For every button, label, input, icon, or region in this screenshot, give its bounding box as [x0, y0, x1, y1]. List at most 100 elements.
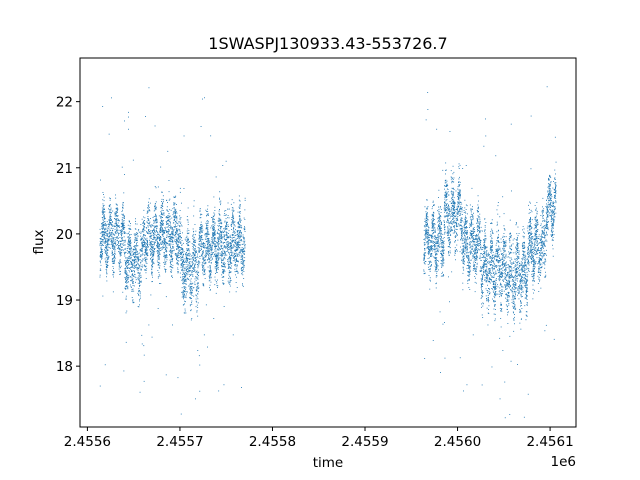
data-point [148, 229, 150, 231]
data-point [193, 249, 195, 251]
data-point [236, 234, 238, 235]
data-point [139, 295, 141, 297]
data-point [427, 233, 429, 235]
data-point [236, 276, 237, 278]
data-point [153, 222, 155, 224]
data-point [239, 244, 241, 245]
data-point [176, 243, 178, 245]
data-point [112, 239, 114, 241]
data-point [233, 257, 235, 259]
data-point [237, 253, 239, 255]
data-point [170, 227, 172, 229]
data-point [209, 244, 210, 245]
data-point [183, 266, 185, 268]
data-point [156, 206, 157, 208]
data-point [168, 216, 170, 218]
data-point [198, 235, 200, 237]
data-point [212, 233, 214, 235]
data-point [439, 237, 441, 239]
data-point [109, 233, 110, 235]
data-point [139, 293, 141, 295]
data-point [211, 217, 212, 218]
data-point [224, 245, 226, 247]
data-point [177, 257, 179, 259]
data-point [216, 265, 217, 267]
data-point [138, 266, 140, 268]
data-point [188, 285, 190, 287]
data-point [225, 218, 227, 220]
data-point [182, 261, 184, 263]
data-point [209, 270, 211, 271]
data-point [141, 266, 143, 268]
data-point [124, 260, 126, 262]
data-point [213, 212, 215, 214]
data-point [108, 247, 110, 249]
data-point [192, 244, 194, 245]
data-point [108, 220, 110, 221]
data-point [242, 285, 244, 287]
data-point [215, 281, 217, 282]
data-point [112, 234, 114, 236]
data-point [121, 235, 122, 237]
data-point [131, 270, 133, 272]
data-point [214, 241, 216, 242]
data-point [200, 228, 202, 230]
data-point [151, 265, 153, 267]
data-point [215, 250, 217, 252]
data-point [218, 230, 220, 231]
data-point [140, 261, 142, 263]
data-point [136, 244, 137, 246]
data-point [181, 257, 182, 258]
data-point [207, 251, 209, 253]
data-point [434, 235, 436, 237]
data-point [194, 264, 196, 266]
data-point [170, 254, 172, 256]
data-point [443, 249, 445, 251]
data-point [104, 249, 105, 251]
data-point [124, 174, 125, 175]
data-point [124, 255, 126, 257]
data-point [217, 253, 219, 255]
data-point [169, 223, 171, 225]
data-point [228, 272, 230, 273]
data-point [162, 247, 164, 249]
data-point [201, 235, 203, 237]
data-point [239, 226, 241, 228]
data-point [188, 245, 190, 246]
data-point [134, 261, 136, 263]
data-point [207, 240, 209, 241]
data-point [221, 236, 223, 238]
data-point [194, 284, 196, 286]
data-point [192, 264, 193, 266]
data-point [230, 239, 231, 241]
data-point [441, 266, 443, 268]
data-point [122, 209, 123, 211]
data-point [153, 236, 155, 238]
data-point [140, 235, 142, 237]
data-point [112, 245, 113, 247]
data-point [214, 284, 216, 286]
data-point [214, 230, 216, 231]
data-point [125, 252, 126, 254]
data-point [129, 253, 131, 255]
data-point [170, 226, 172, 228]
data-point [152, 254, 154, 256]
data-point [236, 271, 238, 272]
data-point [424, 244, 426, 246]
data-point [133, 260, 135, 262]
data-point [239, 211, 240, 213]
data-point [436, 272, 438, 274]
data-point [122, 202, 124, 204]
data-point [191, 286, 193, 288]
data-point [102, 231, 104, 233]
data-point [236, 264, 238, 266]
data-point [187, 233, 189, 234]
data-point [184, 291, 186, 292]
data-point [131, 275, 133, 277]
data-point [145, 278, 147, 279]
data-point [426, 242, 428, 244]
data-point [170, 266, 172, 268]
data-point [198, 263, 199, 265]
data-point [132, 301, 134, 303]
data-point [125, 271, 127, 273]
